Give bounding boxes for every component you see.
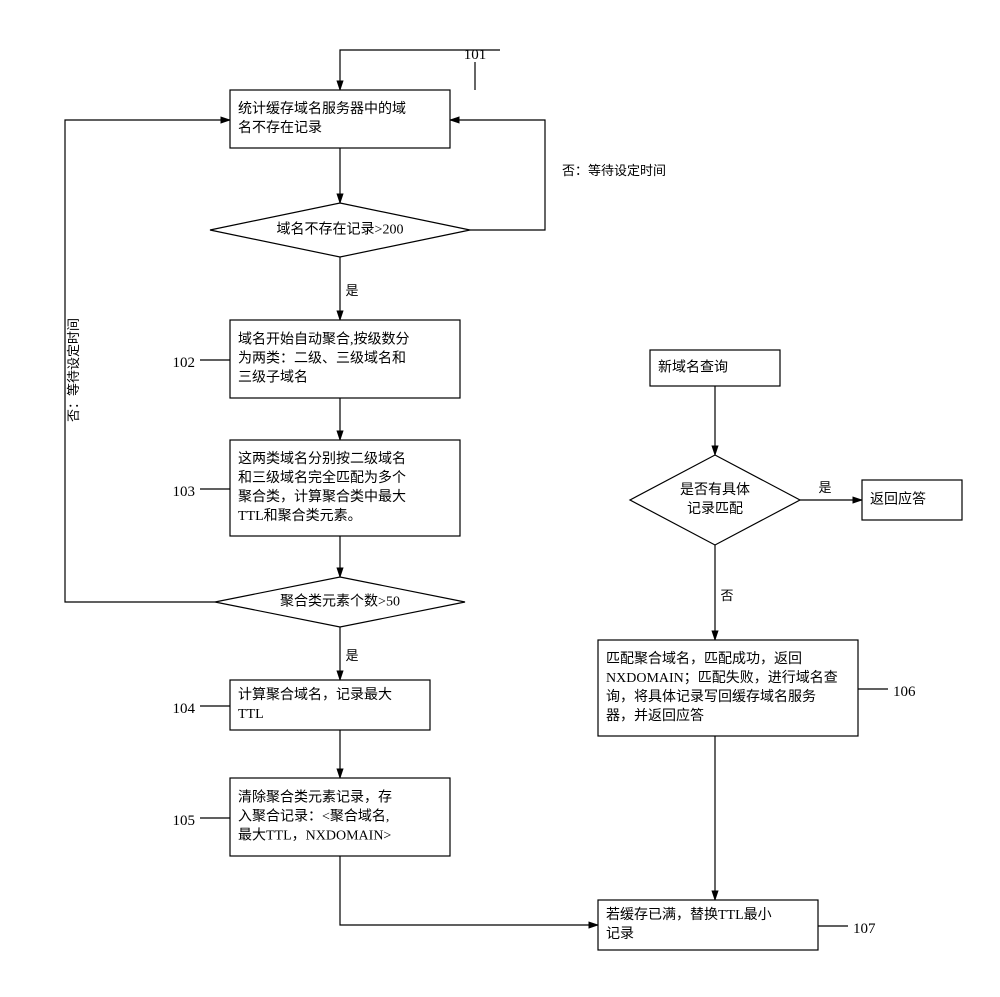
node-n102: 域名开始自动聚合,按级数分为两类：二级、三级域名和三级子域名 — [230, 320, 460, 398]
node-n105: 清除聚合类元素记录，存入聚合记录：<聚合域名, 最大TTL，NXDOMAIN> — [230, 778, 450, 856]
svg-text:匹配聚合域名，匹配成功，返回: 匹配聚合域名，匹配成功，返回 — [606, 651, 802, 667]
node-label-n104: 104 — [173, 701, 196, 717]
node-d3: 是否有具体记录匹配 — [630, 455, 800, 545]
svg-text:聚合类，计算聚合类中最大: 聚合类，计算聚合类中最大 — [238, 489, 406, 505]
svg-text:新域名查询: 新域名查询 — [658, 360, 728, 376]
svg-text:为两类：二级、三级域名和: 为两类：二级、三级域名和 — [238, 351, 406, 367]
svg-text:器，并返回应答: 器，并返回应答 — [606, 707, 704, 724]
svg-text:返回应答: 返回应答 — [870, 491, 926, 508]
svg-text:TTL: TTL — [238, 707, 264, 722]
svg-text:若缓存已满，替换TTL最小: 若缓存已满，替换TTL最小 — [606, 906, 772, 923]
node-label-n105: 105 — [173, 813, 196, 829]
flowchart-diagram: 是否：等待设定时间是否：等待设定时间是否统计缓存域名服务器中的域名不存在记录10… — [0, 0, 1000, 997]
edge-label-e_d2_no: 否：等待设定时间 — [66, 318, 81, 422]
node-n101: 统计缓存域名服务器中的域名不存在记录 — [230, 90, 450, 148]
svg-text:询，将具体记录写回缓存域名服务: 询，将具体记录写回缓存域名服务 — [606, 689, 816, 705]
node-n106: 匹配聚合域名，匹配成功，返回 NXDOMAIN；匹配失败，进行域名查询，将具体记录… — [598, 640, 858, 736]
svg-text:记录匹配: 记录匹配 — [687, 501, 743, 517]
edge-label-e_d1_no: 否：等待设定时间 — [562, 163, 666, 178]
node-label-n107: 107 — [853, 921, 876, 937]
svg-text:和三级域名完全匹配为多个: 和三级域名完全匹配为多个 — [238, 469, 406, 486]
node-label-n106: 106 — [893, 684, 916, 700]
edge-label-e_d1_yes: 是 — [345, 283, 358, 298]
node-n103: 这两类域名分别按二级域名和三级域名完全匹配为多个聚合类，计算聚合类中最大 TTL和… — [230, 440, 460, 536]
svg-text:是否有具体: 是否有具体 — [680, 482, 750, 498]
edge-label-e_d3_no: 否 — [720, 588, 733, 603]
svg-text:计算聚合域名，记录最大: 计算聚合域名，记录最大 — [238, 687, 392, 703]
edge-e_d1_no — [450, 120, 545, 230]
svg-text:名不存在记录: 名不存在记录 — [238, 120, 322, 136]
node-n104: 计算聚合域名，记录最大 TTL — [230, 680, 430, 730]
node-n107: 若缓存已满，替换TTL最小记录 — [598, 900, 818, 950]
node-label-n103: 103 — [173, 484, 196, 500]
node-d2: 聚合类元素个数>50 — [215, 577, 465, 627]
edge-label-e_d3_yes: 是 — [818, 480, 831, 495]
node-d1: 域名不存在记录>200 — [210, 203, 470, 257]
edge-e_d2_no — [65, 120, 230, 602]
svg-text:这两类域名分别按二级域名: 这两类域名分别按二级域名 — [238, 450, 406, 467]
edge-label-e_d2_yes: 是 — [345, 648, 358, 663]
node-nq: 新域名查询 — [650, 350, 780, 386]
node-nr: 返回应答 — [862, 480, 962, 520]
svg-text:域名开始自动聚合,按级数分: 域名开始自动聚合,按级数分 — [238, 332, 410, 348]
edge-e_105_107 — [340, 856, 598, 925]
svg-text:TTL和聚合类元素。: TTL和聚合类元素。 — [238, 508, 362, 524]
svg-text:三级子域名: 三级子域名 — [238, 370, 308, 386]
svg-text:入聚合记录：<聚合域名,: 入聚合记录：<聚合域名, — [238, 809, 389, 825]
svg-text:最大TTL，NXDOMAIN>: 最大TTL，NXDOMAIN> — [238, 828, 391, 844]
svg-text:聚合类元素个数>50: 聚合类元素个数>50 — [280, 594, 400, 610]
svg-text:记录: 记录 — [606, 926, 634, 942]
svg-text:统计缓存域名服务器中的域: 统计缓存域名服务器中的域 — [238, 101, 406, 117]
node-label-n101: 101 — [464, 47, 487, 63]
svg-text:NXDOMAIN；匹配失败，进行域名查: NXDOMAIN；匹配失败，进行域名查 — [606, 670, 838, 686]
node-label-n102: 102 — [173, 355, 196, 371]
svg-text:清除聚合类元素记录，存: 清除聚合类元素记录，存 — [238, 790, 392, 806]
svg-text:域名不存在记录>200: 域名不存在记录>200 — [277, 222, 404, 238]
